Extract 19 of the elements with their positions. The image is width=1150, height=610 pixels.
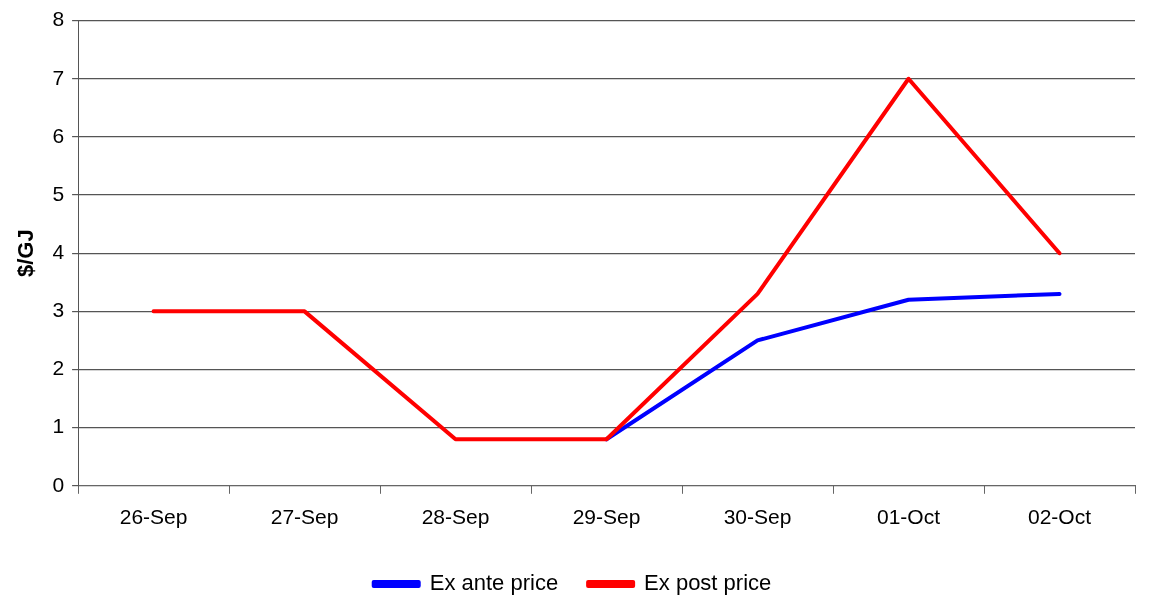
y-tick-label: 0 xyxy=(52,472,65,496)
y-tick-label: 1 xyxy=(52,414,65,438)
y-tick-label: 5 xyxy=(52,181,65,205)
x-tick-label: 26-Sep xyxy=(119,505,188,529)
y-tick-label: 7 xyxy=(52,65,65,89)
y-tick-label: 4 xyxy=(52,240,65,263)
legend-label: Ex post price xyxy=(644,570,772,596)
x-tick-label: 01-Oct xyxy=(877,505,941,529)
y-tick-label: 2 xyxy=(52,356,65,380)
y-tick-label: 3 xyxy=(52,298,65,322)
x-tick-label: 29-Sep xyxy=(572,505,641,529)
legend-label: Ex ante price xyxy=(429,570,559,596)
x-tick-label: 30-Sep xyxy=(723,505,792,529)
x-tick-label: 28-Sep xyxy=(421,505,490,529)
y-axis-title: $/GJ xyxy=(13,229,39,278)
y-tick-label: 8 xyxy=(52,7,65,31)
x-tick-label: 02-Oct xyxy=(1027,505,1092,529)
x-tick-label: 27-Sep xyxy=(270,505,339,529)
y-tick-label: 6 xyxy=(52,123,65,147)
